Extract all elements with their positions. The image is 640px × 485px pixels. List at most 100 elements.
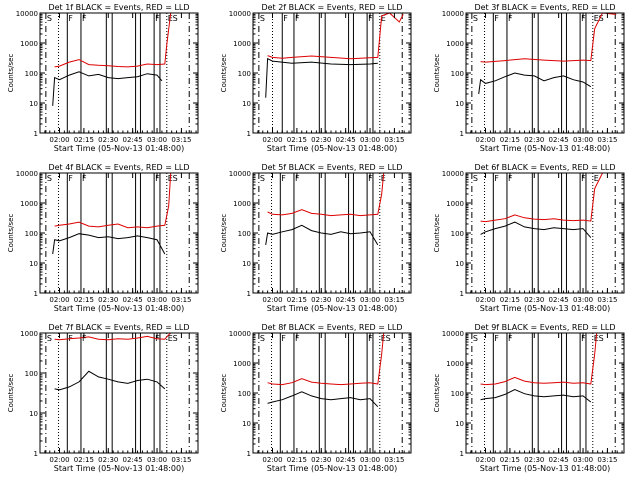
interval-annotation: F — [508, 334, 513, 343]
x-axis-label: Start Time (05-Nov-13 01:48:00) — [480, 464, 610, 473]
interval-annotation: F — [281, 174, 286, 183]
lld-series-line — [267, 172, 385, 217]
x-tick-label: 03:00 — [573, 296, 593, 304]
plot-frame — [465, 332, 625, 454]
x-tick-label: 03:15 — [171, 136, 191, 144]
events-series-line — [480, 389, 592, 403]
events-series-line — [265, 224, 379, 246]
x-tick-label: 02:45 — [549, 296, 569, 304]
panel-title: Det 3f BLACK = Events, RED = LLD — [474, 3, 615, 12]
y-tick-label: 10000 — [229, 10, 251, 18]
events-series-line — [52, 71, 163, 106]
interval-annotation: F — [581, 174, 586, 183]
interval-annotation: E — [381, 14, 386, 23]
panel-title: Det 1f BLACK = Events, RED = LLD — [48, 3, 189, 12]
interval-annotation: F — [494, 14, 499, 23]
y-tick-label: 1000 — [233, 200, 251, 208]
x-tick-label: 02:00 — [262, 296, 282, 304]
x-tick-label: 02:30 — [98, 136, 118, 144]
lld-series-line — [480, 332, 598, 386]
interval-annotation: F — [283, 14, 288, 23]
x-axis-label: Start Time (05-Nov-13 01:48:00) — [267, 304, 397, 313]
panel-title: Det 7f BLACK = Events, RED = LLD — [48, 323, 189, 332]
x-tick-label: 02:45 — [123, 296, 143, 304]
x-tick-label: 02:15 — [500, 296, 520, 304]
y-tick-label: 1 — [34, 450, 38, 458]
x-tick-label: 03:15 — [597, 296, 617, 304]
lld-series-line — [480, 12, 617, 63]
x-tick-label: 03:00 — [360, 456, 380, 464]
x-axis-label: Start Time (05-Nov-13 01:48:00) — [480, 304, 610, 313]
interval-annotation: F — [368, 14, 373, 23]
interval-annotation: F — [368, 174, 373, 183]
x-tick-label: 03:15 — [597, 456, 617, 464]
x-tick-label: 02:00 — [262, 136, 282, 144]
plot-frame — [465, 12, 625, 134]
x-tick-label: 02:00 — [475, 136, 495, 144]
interval-annotation: S — [47, 174, 52, 183]
interval-annotation: F — [281, 334, 286, 343]
x-tick-label: 02:30 — [524, 296, 544, 304]
events-series-line — [52, 233, 166, 255]
y-tick-label: 100 — [238, 70, 251, 78]
y-tick-label: 1000 — [233, 360, 251, 368]
x-tick-label: 02:30 — [524, 456, 544, 464]
x-tick-label: 02:30 — [98, 456, 118, 464]
interval-annotation: S — [473, 174, 478, 183]
y-tick-label: 100 — [451, 230, 464, 238]
x-tick-label: 03:00 — [147, 136, 167, 144]
y-axis-label: Counts/sec — [433, 214, 441, 253]
events-series-line — [265, 57, 378, 98]
y-tick-label: 10 — [242, 260, 251, 268]
panel-title: Det 8f BLACK = Events, RED = LLD — [261, 323, 402, 332]
events-series-line — [478, 72, 592, 95]
x-axis-label: Start Time (05-Nov-13 01:48:00) — [267, 464, 397, 473]
interval-annotation: S — [173, 334, 178, 343]
y-axis-label: Counts/sec — [7, 374, 15, 413]
x-tick-label: 02:30 — [311, 296, 331, 304]
y-tick-label: 10000 — [16, 170, 38, 178]
x-tick-label: 02:15 — [287, 456, 307, 464]
x-tick-label: 03:15 — [384, 136, 404, 144]
x-tick-label: 02:45 — [549, 456, 569, 464]
interval-annotation: F — [68, 14, 73, 23]
interval-annotation: F — [508, 14, 513, 23]
interval-annotation: S — [386, 334, 391, 343]
interval-annotation: F — [494, 334, 499, 343]
y-tick-label: 10000 — [16, 10, 38, 18]
interval-annotation: S — [173, 14, 178, 23]
x-tick-label: 03:00 — [360, 136, 380, 144]
x-tick-label: 02:15 — [500, 456, 520, 464]
y-tick-label: 100 — [25, 70, 38, 78]
y-tick-label: 1000 — [446, 40, 464, 48]
interval-annotation: F — [82, 174, 87, 183]
x-tick-label: 02:45 — [549, 136, 569, 144]
interval-annotation: F — [82, 334, 87, 343]
y-tick-label: 100 — [451, 70, 464, 78]
x-tick-label: 02:00 — [262, 456, 282, 464]
x-tick-label: 02:15 — [74, 456, 94, 464]
plot-frame — [39, 332, 199, 454]
lld-series-line — [54, 332, 172, 341]
x-tick-label: 02:15 — [74, 136, 94, 144]
interval-annotation: S — [599, 334, 604, 343]
x-axis-label: Start Time (05-Nov-13 01:48:00) — [54, 304, 184, 313]
y-tick-label: 10 — [29, 410, 38, 418]
interval-annotation: F — [155, 14, 160, 23]
x-tick-label: 03:15 — [384, 296, 404, 304]
interval-annotation: S — [473, 334, 478, 343]
x-tick-label: 02:00 — [49, 296, 69, 304]
y-tick-label: 1000 — [20, 40, 38, 48]
plot-frame — [252, 12, 412, 134]
x-tick-label: 02:30 — [311, 136, 331, 144]
y-axis-label: Counts/sec — [220, 374, 228, 413]
y-tick-label: 10 — [242, 100, 251, 108]
